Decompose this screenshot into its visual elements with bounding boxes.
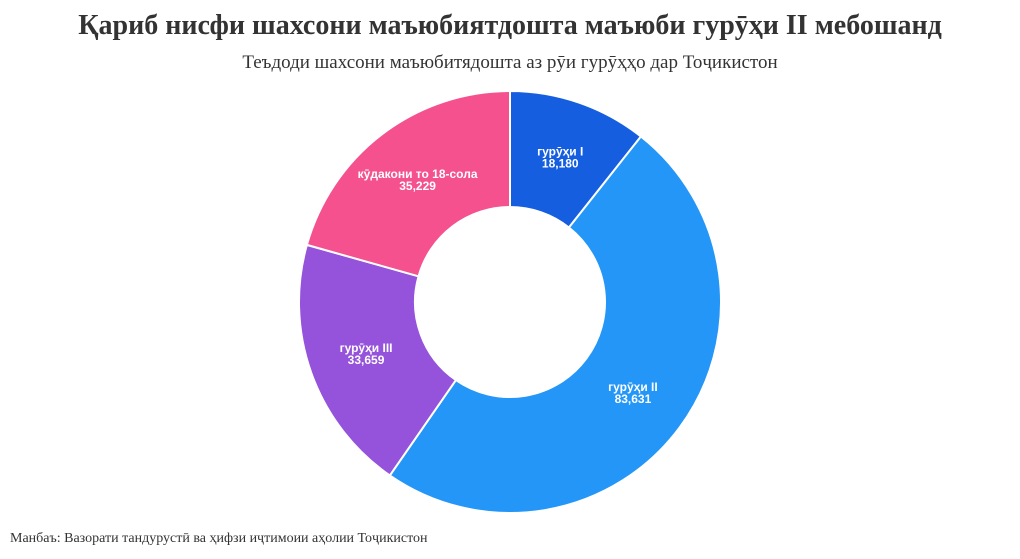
slice-value-label-1: 18,180 — [542, 156, 579, 170]
chart-title: Қариб нисфи шахсони маъюбиятдошта маъюби… — [78, 10, 942, 41]
slice-value-label-2: 83,631 — [615, 392, 652, 406]
donut-slices — [298, 89, 722, 514]
slice-category-label-1: гурӯҳи I — [537, 144, 583, 158]
source-note: Манбаъ: Вазорати тандурустӣ ва ҳифзи иҷт… — [10, 531, 428, 546]
slice-category-label-3: гурӯҳи III — [340, 341, 393, 355]
slice-value-label-3: 33,659 — [348, 353, 385, 367]
donut-slice-3 — [298, 243, 458, 477]
donut-slice-2 — [388, 135, 722, 514]
slice-value-label-4: 35,229 — [399, 179, 436, 193]
slice-category-label-4: кӯдакони то 18-сола — [358, 167, 478, 181]
slice-category-label-2: гурӯҳи II — [608, 380, 658, 394]
donut-slice-4 — [305, 89, 511, 278]
chart-subtitle: Теъдоди шахсони маъюбитядошта аз рӯи гур… — [242, 52, 778, 73]
